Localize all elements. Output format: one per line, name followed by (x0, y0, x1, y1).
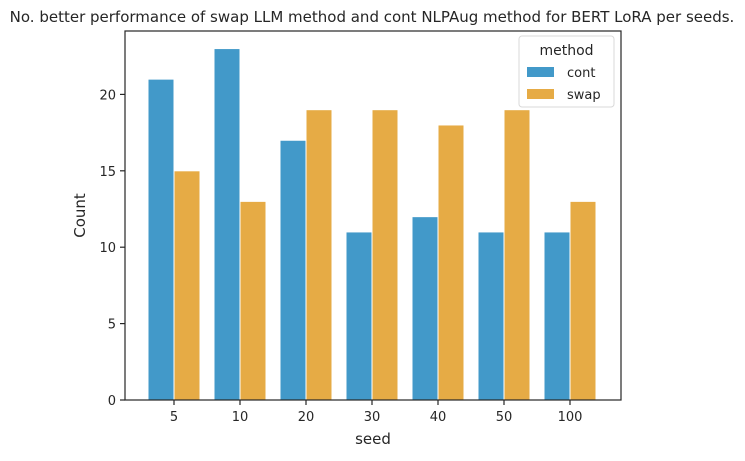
chart-title: No. better performance of swap LLM metho… (10, 8, 735, 26)
bar-swap-5 (173, 170, 201, 401)
x-tick-label: 100 (558, 410, 583, 425)
bars-group (147, 48, 597, 401)
y-axis: 0 5 10 15 20 (99, 88, 125, 409)
bar-cont-40 (411, 216, 439, 401)
bar-cont-10 (213, 48, 241, 401)
legend-title: method (539, 43, 593, 59)
legend-swatch-cont (527, 67, 554, 77)
y-tick-label: 15 (99, 165, 116, 180)
bar-cont-20 (279, 139, 307, 401)
bar-swap-30 (371, 109, 399, 401)
bar-cont-100 (543, 231, 571, 401)
plot-frame (124, 30, 622, 401)
y-axis-label: Count (71, 193, 89, 238)
bar-swap-20 (305, 109, 333, 401)
legend-label-cont: cont (567, 66, 595, 81)
bar-swap-10 (239, 200, 267, 401)
legend-label-swap: swap (567, 88, 601, 103)
bar-cont-5 (147, 78, 175, 401)
bar-swap-50 (503, 109, 531, 401)
legend-swatch-swap (527, 89, 554, 99)
bar-cont-30 (345, 231, 373, 401)
bar-cont-50 (477, 231, 505, 401)
x-tick-label: 40 (430, 410, 447, 425)
x-tick-label: 5 (170, 410, 178, 425)
x-tick-label: 30 (364, 410, 381, 425)
y-tick-label: 5 (108, 318, 116, 333)
y-tick-label: 0 (108, 394, 116, 409)
legend: method cont swap (518, 35, 615, 108)
x-tick-label: 10 (232, 410, 249, 425)
bar-swap-100 (569, 200, 597, 401)
bar-swap-40 (437, 124, 465, 401)
y-tick-label: 10 (99, 241, 116, 256)
x-tick-label: 50 (496, 410, 513, 425)
y-tick-label: 20 (99, 88, 116, 103)
x-axis-label: seed (355, 430, 391, 448)
x-tick-label: 20 (298, 410, 315, 425)
x-axis: 5 10 20 30 40 50 100 (170, 400, 583, 425)
